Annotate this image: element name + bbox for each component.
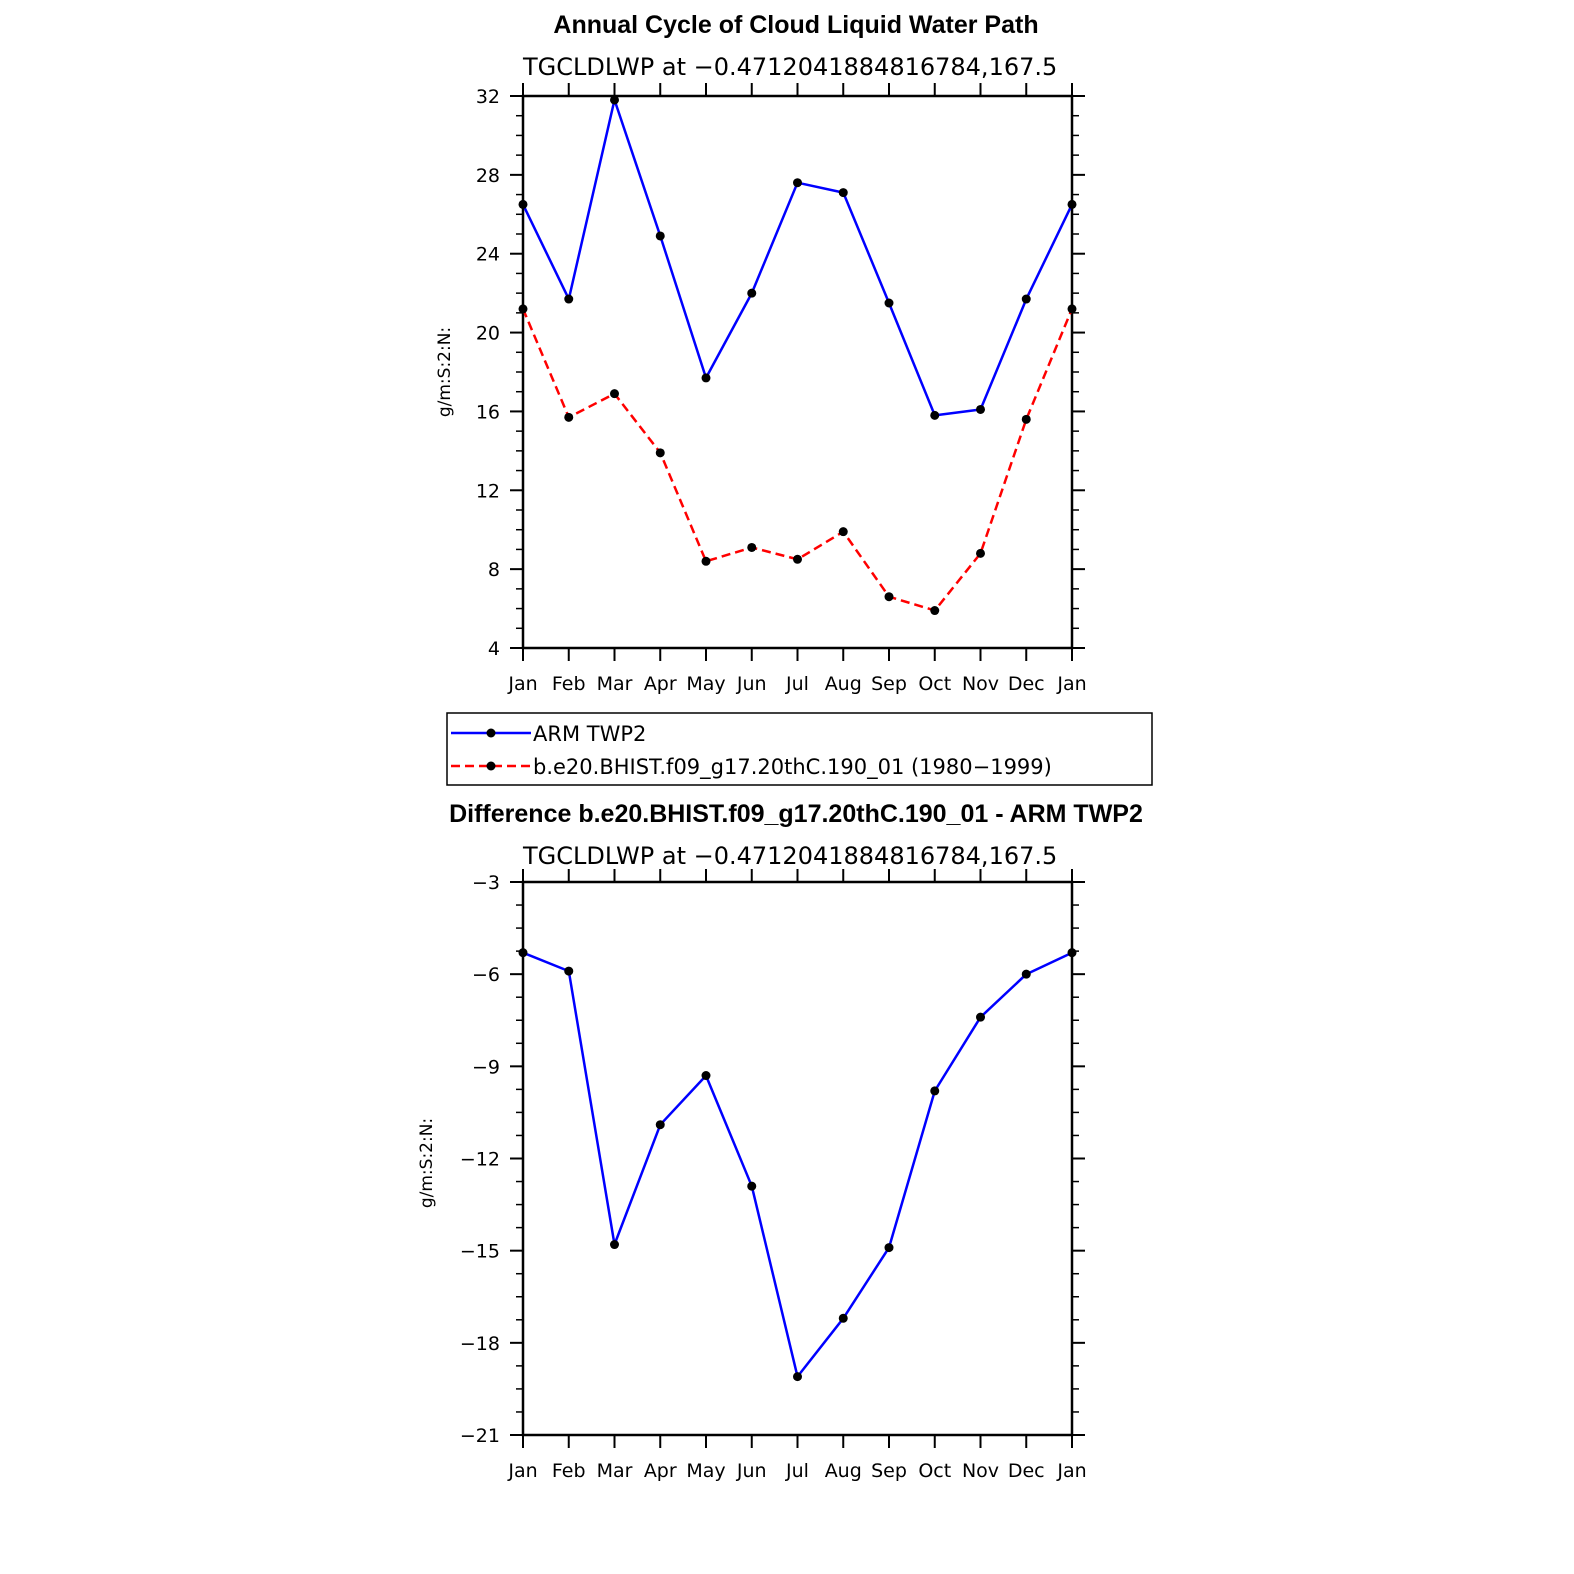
- chart1-series-0-point: [518, 948, 528, 958]
- bottom-plot-area: Jan Feb Mar Apr May Jun Jul Aug Sep Oct Nov Dec Jan−…: [460, 869, 1087, 1482]
- chart0-y-tick-label: 8: [488, 559, 500, 581]
- chart0-series-1-point: [1067, 304, 1077, 314]
- chart0-series-0-point: [930, 410, 940, 420]
- chart0-x-tick-label: Jun: [736, 673, 767, 695]
- chart1-x-tick-label: Dec: [1008, 1460, 1045, 1482]
- chart0-x-tick-label: May: [686, 673, 725, 695]
- chart0-series-0-point: [610, 95, 619, 105]
- chart0-series-0-line: [521, 98, 1074, 417]
- chart0-x-tick-label: Oct: [918, 673, 951, 695]
- chart1-series-0-line: [522, 951, 1073, 1378]
- chart1-y-tick-label: −3: [472, 872, 500, 894]
- chart0-y-tick-label: 24: [476, 244, 500, 266]
- chart1-series-0-point: [838, 1313, 848, 1323]
- legend-box: [446, 712, 1153, 786]
- chart0-x-tick-label: Dec: [1008, 673, 1045, 695]
- chart0-series-0-point: [884, 298, 894, 308]
- chart1-y-tick-label: −21: [460, 1425, 500, 1447]
- chart0-series-0-point: [747, 288, 757, 298]
- legend-marker-arm: [486, 728, 496, 738]
- chart1-x-tick-label: Jul: [785, 1460, 809, 1482]
- chart0-series-0-point: [1067, 199, 1077, 209]
- chart1-y-tick-label: −18: [460, 1333, 500, 1355]
- chart0-y-tick-label: 20: [476, 323, 500, 345]
- chart0-x-tick-label: Jan: [507, 673, 537, 695]
- chart0-series-0-point: [655, 231, 665, 241]
- chart1-series-0-point: [976, 1012, 985, 1022]
- chart0-y-tick-label: 12: [476, 480, 500, 502]
- chart0-series-1-point: [1021, 414, 1031, 424]
- chart0-x-tick-label: Mar: [597, 673, 633, 695]
- legend-label-model: b.e20.BHIST.f09_g17.20thC.190_01 (1980−1…: [533, 755, 1052, 780]
- chart0-series-1-point: [793, 554, 802, 564]
- chart1-x-tick-label: Feb: [552, 1460, 586, 1482]
- chart1-series-0-point: [1067, 948, 1077, 958]
- bottom-chart-subtitle: TGCLDLWP at −0.4712041884816784,167.5: [522, 842, 1057, 870]
- chart0-x-tick-label: Feb: [552, 673, 586, 695]
- chart1-series-0-point: [747, 1181, 757, 1191]
- chart0-y-tick-label: 4: [488, 638, 500, 660]
- chart0-series-0-point: [518, 199, 528, 209]
- chart0-series-1-point: [564, 412, 574, 422]
- chart0-series-0-point: [976, 404, 985, 414]
- chart1-x-tick-label: Jan: [507, 1460, 537, 1482]
- chart0-x-tick-label: Sep: [871, 673, 907, 695]
- chart1-x-tick-label: Sep: [871, 1460, 907, 1482]
- legend-marker-model: [486, 761, 496, 771]
- chart0-series-1-point: [838, 527, 848, 537]
- chart0-series-0-point: [838, 188, 848, 198]
- chart0-series-0-point: [701, 373, 711, 383]
- chart1-series-0-point: [564, 966, 574, 976]
- chart1-series-0-point: [655, 1120, 665, 1130]
- chart1-series-0-point: [884, 1243, 894, 1253]
- chart0-series-1-point: [655, 448, 665, 458]
- chart0-x-tick-label: Nov: [962, 673, 999, 695]
- chart0-x-tick-label: Jan: [1056, 673, 1086, 695]
- chart0-series-0-point: [793, 178, 802, 188]
- legend: ARM TWP2 b.e20.BHIST.f09_g17.20thC.190_0…: [446, 712, 1153, 786]
- top-chart-ylabel: g/m:S:2:N:: [435, 327, 455, 417]
- chart0-series-1-point: [701, 556, 711, 566]
- bottom-chart-ylabel: g/m:S:2:N:: [417, 1118, 437, 1208]
- chart0-series-1-point: [518, 304, 528, 314]
- chart0-series-1-point: [884, 592, 894, 602]
- chart0-y-tick-label: 32: [476, 86, 500, 108]
- top-chart-subtitle: TGCLDLWP at −0.4712041884816784,167.5: [522, 53, 1057, 81]
- top-chart-title: Annual Cycle of Cloud Liquid Water Path: [553, 11, 1038, 39]
- chart0-series-1-line: [521, 308, 1074, 612]
- top-plot-area: Jan Feb Mar Apr May Jun Jul Aug Sep Oct Nov Dec Jan 4…: [476, 83, 1087, 695]
- chart0-x-tick-label: Jul: [785, 673, 809, 695]
- chart0-series-1-point: [930, 606, 940, 616]
- chart1-y-tick-label: −6: [472, 964, 500, 986]
- chart1-x-tick-label: Aug: [825, 1460, 862, 1482]
- chart1-x-tick-label: Mar: [597, 1460, 633, 1482]
- legend-label-arm: ARM TWP2: [533, 722, 646, 746]
- chart1-series-0-point: [1021, 969, 1031, 979]
- chart0-series-0-point: [564, 294, 574, 304]
- chart0-x-tick-label: Apr: [644, 673, 677, 695]
- chart0-series-1-point: [976, 548, 985, 558]
- chart1-x-tick-label: Nov: [962, 1460, 999, 1482]
- chart0-y-tick-label: 16: [476, 401, 500, 423]
- chart0-y-tick-label: 28: [476, 165, 500, 187]
- chart1-y-tick-label: −9: [472, 1056, 500, 1078]
- chart0-series-0-point: [1021, 294, 1031, 304]
- chart1-x-tick-label: Jan: [1056, 1460, 1086, 1482]
- chart1-x-tick-label: Jun: [736, 1460, 767, 1482]
- chart1-x-tick-label: Apr: [644, 1460, 677, 1482]
- bottom-chart-title: Difference b.e20.BHIST.f09_g17.20thC.190…: [449, 800, 1143, 828]
- chart1-series-0-point: [793, 1372, 802, 1382]
- chart0-x-tick-label: Aug: [825, 673, 862, 695]
- chart1-frame: [521, 880, 1074, 1437]
- chart0-series-1-point: [747, 542, 757, 552]
- chart1-x-tick-label: May: [686, 1460, 725, 1482]
- chart1-y-tick-label: −12: [460, 1149, 500, 1171]
- chart1-x-tick-label: Oct: [918, 1460, 951, 1482]
- chart1-series-0-point: [701, 1071, 711, 1081]
- chart1-y-tick-label: −15: [460, 1241, 500, 1263]
- chart1-series-0-point: [610, 1240, 619, 1250]
- chart1-series-0-point: [930, 1086, 940, 1096]
- chart0-series-1-point: [610, 389, 619, 399]
